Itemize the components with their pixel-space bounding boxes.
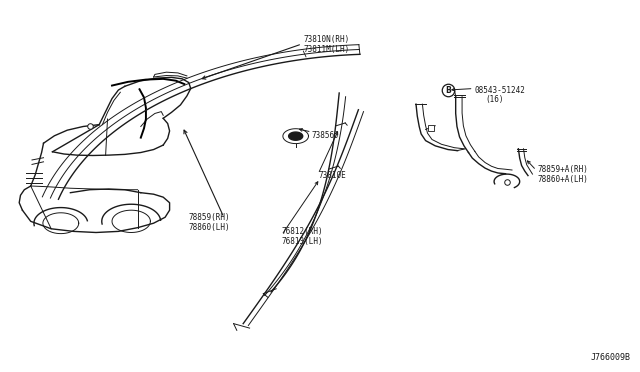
Text: 78860(LH): 78860(LH) — [189, 223, 230, 232]
Text: 78859(RH): 78859(RH) — [189, 213, 230, 222]
Text: 73810E: 73810E — [318, 171, 346, 180]
Text: 73811M(LH): 73811M(LH) — [304, 45, 350, 54]
Text: 78859+A(RH): 78859+A(RH) — [538, 165, 588, 174]
Text: 76813(LH): 76813(LH) — [282, 237, 323, 246]
Text: 76812(RH): 76812(RH) — [282, 227, 323, 236]
Text: B: B — [445, 86, 451, 94]
Text: 73856J: 73856J — [312, 131, 339, 140]
Text: J766009B: J766009B — [590, 353, 630, 362]
Text: 78860+A(LH): 78860+A(LH) — [538, 175, 588, 184]
Polygon shape — [289, 132, 303, 140]
Text: (16): (16) — [485, 95, 504, 104]
Text: 73810N(RH): 73810N(RH) — [304, 35, 350, 44]
Text: 08543-51242: 08543-51242 — [475, 86, 525, 94]
